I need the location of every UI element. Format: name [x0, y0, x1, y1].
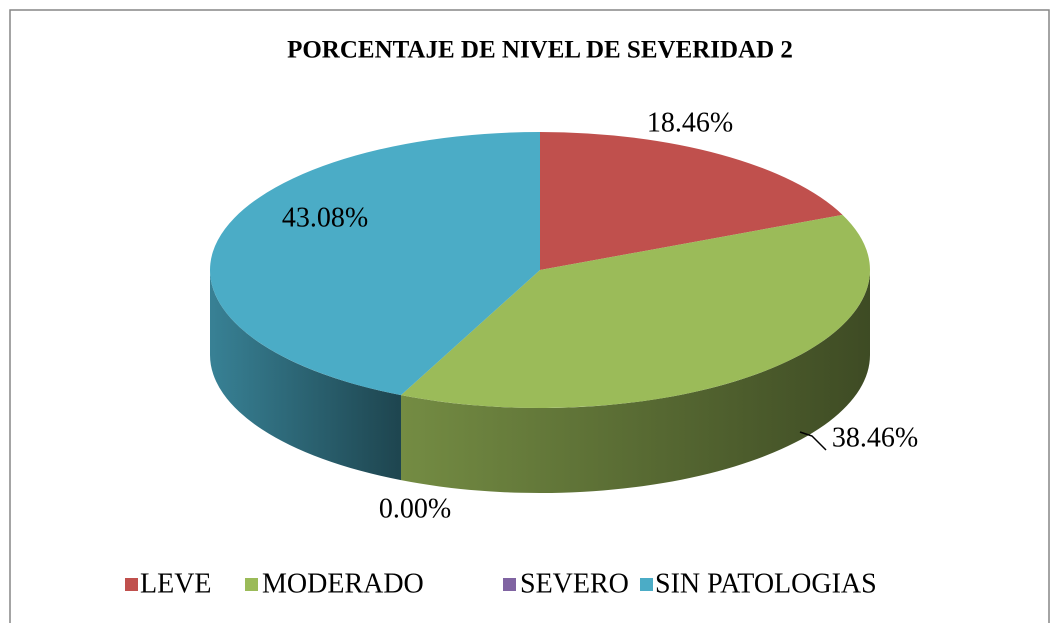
data-label: 18.46% [647, 107, 733, 138]
data-labels: 18.46% 38.46% 0.00% 43.08% [282, 107, 918, 524]
pie-side [400, 270, 870, 493]
legend-swatch [245, 578, 258, 591]
leader-line [799, 431, 827, 451]
data-label: 43.08% [282, 202, 368, 233]
legend-swatch [125, 578, 138, 591]
legend-label: SEVERO [520, 568, 629, 599]
data-label: 0.00% [379, 493, 451, 524]
pie-side [210, 270, 401, 481]
pie-slice [400, 214, 870, 408]
legend-label: LEVE [140, 568, 212, 599]
pie-slice [209, 132, 541, 396]
pie-slice [540, 132, 843, 270]
legend-label: MODERADO [262, 568, 424, 599]
pie-tops [209, 132, 870, 408]
legend-label: SIN PATOLOGIAS [655, 568, 877, 599]
data-label: 38.46% [832, 422, 918, 453]
pie-sides [210, 270, 870, 493]
legend-swatch [503, 578, 516, 591]
legend: LEVE MODERADO SEVERO SIN PATOLOGIAS [125, 568, 877, 599]
legend-swatch [640, 578, 653, 591]
chart-title: PORCENTAJE DE NIVEL DE SEVERIDAD 2 [287, 37, 793, 64]
